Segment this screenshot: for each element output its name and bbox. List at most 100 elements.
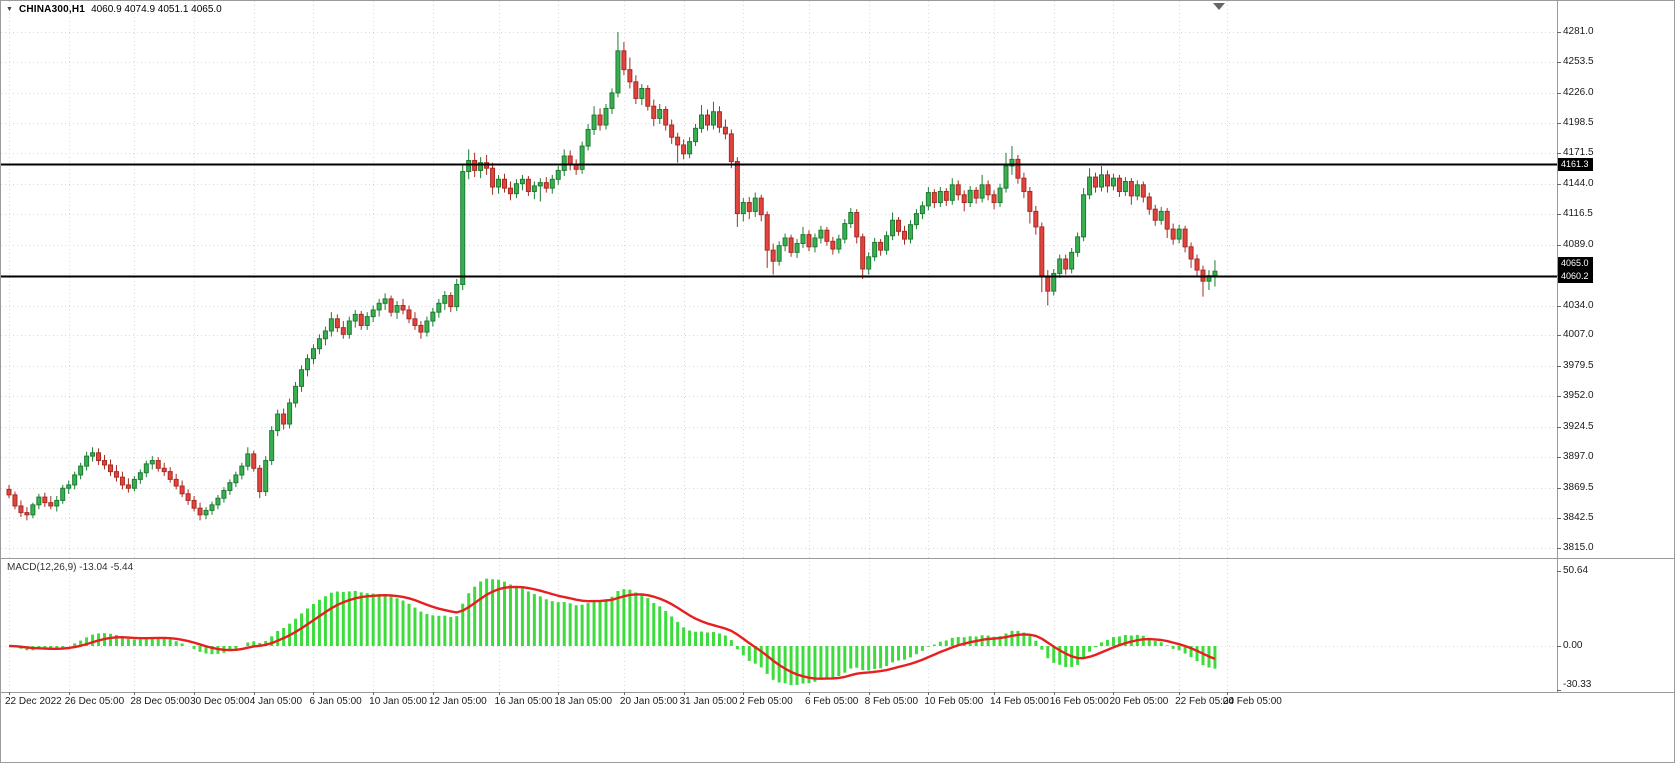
candle-body [860,236,866,270]
candle-body [693,127,699,143]
candle-body [263,460,269,493]
candle-body [669,124,675,138]
candle-body [1051,272,1057,292]
candle-body [424,320,430,333]
candle-body [161,467,167,473]
candle-body [84,455,90,467]
candle-body [633,81,639,99]
candle-body [872,241,878,258]
candle-body [209,504,215,511]
candle-body [824,229,830,242]
candle-body [478,162,484,171]
candle-body [442,295,448,304]
candle-body [967,189,973,204]
symbol-dropdown-icon[interactable]: ▼ [6,5,13,13]
candle-body [782,237,788,247]
candle-body [794,243,800,253]
candle-body [42,496,48,504]
candle-body [878,241,884,251]
candle-body [848,212,854,225]
candle-body [1087,176,1093,196]
candle-body [746,202,752,212]
candle-body [287,402,293,425]
candle-body [1176,228,1182,240]
candle-body [681,144,687,155]
candle-body [854,212,860,238]
candle-body [609,92,615,109]
candle-body [1122,180,1128,192]
candle-body [585,128,591,147]
candle-body [382,298,388,304]
candle-body [919,205,925,215]
candle-body [561,155,567,171]
candle-body [663,109,669,126]
candle-body [734,161,740,215]
symbol-timeframe-label: CHINA300,H1 [18,4,86,15]
candle-body [800,234,806,245]
candle-body [818,229,824,239]
candle-body [842,223,848,240]
candle-body [603,107,609,126]
candle-body [394,305,400,313]
candle-body [752,197,758,212]
candle-body [1063,258,1069,270]
candle-body [436,302,442,313]
candle-body [66,484,72,489]
candle-body [513,183,519,195]
candle-body [251,453,257,469]
axis-tickmarks [9,32,1561,695]
candle-body [716,111,722,128]
candle-body [227,482,233,491]
candle-body [1015,158,1021,179]
candle-body [1116,177,1122,192]
candle-body [281,413,287,425]
candle-body [221,489,227,499]
candle-body [639,87,645,99]
candle-body [925,192,931,207]
chart-shift-marker[interactable] [1213,3,1225,10]
candle-body [770,249,776,262]
candle-body [406,309,412,320]
candle-body [1033,210,1039,228]
candle-body [627,69,633,83]
candle-body [149,460,155,465]
candle-body [884,235,890,251]
chart-title-bar: ▼ CHINA300,H1 4060.9 4074.9 4051.1 4065.… [6,4,222,15]
candle-body [1069,251,1075,270]
candle-body [78,465,84,476]
candle-body [740,202,746,215]
candle-body [710,111,716,126]
candle-body [961,194,967,204]
candle-body [591,114,597,130]
candle-body [1152,208,1158,221]
candle-body [233,474,239,484]
candle-body [758,197,764,216]
candle-body [1021,177,1027,192]
candle-body [1140,184,1146,198]
candle-body [310,348,316,360]
candle-body [305,358,310,371]
candle-body [836,238,842,250]
grid-layer [1,1,1557,692]
candle-body [579,145,585,170]
candle-body [113,471,119,478]
candle-body [418,324,424,333]
candle-body [1093,176,1099,188]
candle-body [949,184,955,201]
candle-body [107,464,113,473]
candle-body [466,159,472,173]
candle-body [191,499,197,509]
candle-body [430,311,436,322]
candle-body [597,114,603,126]
candle-body [549,178,555,189]
candle-body [1104,174,1110,187]
candle-body [806,234,812,248]
candle-body [370,309,376,318]
candle-body [1170,228,1176,240]
candle-body [1099,174,1105,188]
candle-body [346,320,352,335]
candle-body [937,190,943,204]
candle-body [866,256,872,270]
